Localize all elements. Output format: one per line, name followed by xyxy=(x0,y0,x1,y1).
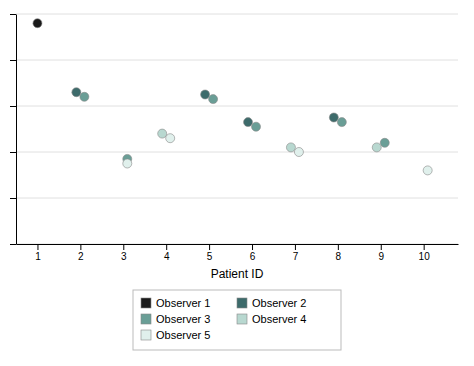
point xyxy=(123,159,132,168)
grid-line xyxy=(16,198,458,199)
y-axis-line xyxy=(16,15,17,245)
point xyxy=(166,134,175,143)
x-tick: 4 xyxy=(164,244,170,262)
y-tick xyxy=(10,198,16,199)
x-tick-label: 9 xyxy=(378,251,384,262)
y-tick-mark xyxy=(10,60,16,61)
series xyxy=(123,134,432,175)
y-tick-mark xyxy=(10,106,16,107)
legend-label: Observer 5 xyxy=(156,329,210,341)
point xyxy=(80,92,89,101)
x-tick-label: 4 xyxy=(164,251,170,262)
legend-label: Observer 3 xyxy=(156,313,210,325)
x-tick: 2 xyxy=(78,244,84,262)
series xyxy=(158,129,382,152)
point xyxy=(244,118,253,127)
x-tick-label: 6 xyxy=(250,251,256,262)
x-tick-mark xyxy=(381,244,382,250)
legend-swatch xyxy=(237,298,247,308)
grid-line xyxy=(16,106,458,107)
x-axis-line xyxy=(17,244,459,245)
legend-swatch xyxy=(141,298,151,308)
x-tick-mark xyxy=(295,244,296,250)
legend-item: Observer 4 xyxy=(237,313,306,325)
series xyxy=(80,92,389,163)
point xyxy=(329,113,338,122)
legend-swatch xyxy=(237,314,247,324)
point xyxy=(372,143,381,152)
legend: Observer 1 Observer 2 Observer 3 Observer 4… xyxy=(133,290,341,350)
legend-item: Observer 3 xyxy=(141,313,210,325)
legend-item: Observer 1 xyxy=(141,297,210,309)
x-tick: 5 xyxy=(207,244,213,262)
chart: 12345678910Patient IDObserver 1Observer … xyxy=(0,0,474,366)
x-tick-label: 3 xyxy=(121,251,127,262)
legend-item: Observer 5 xyxy=(141,329,210,341)
x-tick-label: 5 xyxy=(207,251,213,262)
series xyxy=(33,19,42,28)
x-tick: 8 xyxy=(336,244,342,262)
x-tick: 1 xyxy=(35,244,41,262)
y-tick xyxy=(10,14,16,15)
y-tick-mark xyxy=(10,14,16,15)
x-tick-mark xyxy=(338,244,339,250)
grid-line xyxy=(16,152,458,153)
grid-line xyxy=(16,14,458,15)
grid-line xyxy=(16,244,458,245)
x-tick-label: 1 xyxy=(35,251,41,262)
x-tick-label: 7 xyxy=(293,251,299,262)
x-axis: 1 2 3 4 5 6 7 8 9 10 xyxy=(17,244,459,262)
x-tick: 7 xyxy=(293,244,299,262)
x-tick: 3 xyxy=(121,244,127,262)
x-tick: 9 xyxy=(378,244,384,262)
point xyxy=(33,19,42,28)
point xyxy=(337,118,346,127)
y-tick xyxy=(10,60,16,61)
point xyxy=(158,129,167,138)
legend-item: Observer 2 xyxy=(237,297,306,309)
x-tick-label: 10 xyxy=(419,251,431,262)
y-axis xyxy=(10,15,17,245)
x-tick-label: 2 xyxy=(78,251,84,262)
y-tick-mark xyxy=(10,198,16,199)
point xyxy=(72,88,81,97)
point xyxy=(294,148,303,157)
point xyxy=(286,143,295,152)
grid-line xyxy=(16,60,458,61)
x-tick-mark xyxy=(166,244,167,250)
point xyxy=(201,90,210,99)
legend-swatch xyxy=(141,314,151,324)
x-tick-mark xyxy=(123,244,124,250)
x-tick: 6 xyxy=(250,244,256,262)
y-tick xyxy=(10,106,16,107)
x-axis-title: Patient ID xyxy=(211,267,264,281)
point xyxy=(380,138,389,147)
legend-frame xyxy=(133,290,341,350)
x-tick-mark xyxy=(37,244,38,250)
legend-label: Observer 2 xyxy=(252,297,306,309)
grid xyxy=(16,14,458,244)
legend-swatch xyxy=(141,330,151,340)
x-tick-mark xyxy=(80,244,81,250)
x-tick: 10 xyxy=(419,244,431,262)
points xyxy=(33,19,432,175)
point xyxy=(423,166,432,175)
x-tick-mark xyxy=(424,244,425,250)
y-tick xyxy=(10,244,16,245)
point xyxy=(252,122,261,131)
y-tick-mark xyxy=(10,152,16,153)
point xyxy=(209,95,218,104)
y-tick xyxy=(10,152,16,153)
x-tick-mark xyxy=(209,244,210,250)
plot-area: 1 2 3 4 5 6 7 8 9 10 Patient ID xyxy=(10,14,459,281)
y-tick-mark xyxy=(10,244,16,245)
legend-label: Observer 1 xyxy=(156,297,210,309)
x-tick-mark xyxy=(252,244,253,250)
legend-label: Observer 4 xyxy=(252,313,306,325)
x-tick-label: 8 xyxy=(336,251,342,262)
series xyxy=(72,88,338,127)
